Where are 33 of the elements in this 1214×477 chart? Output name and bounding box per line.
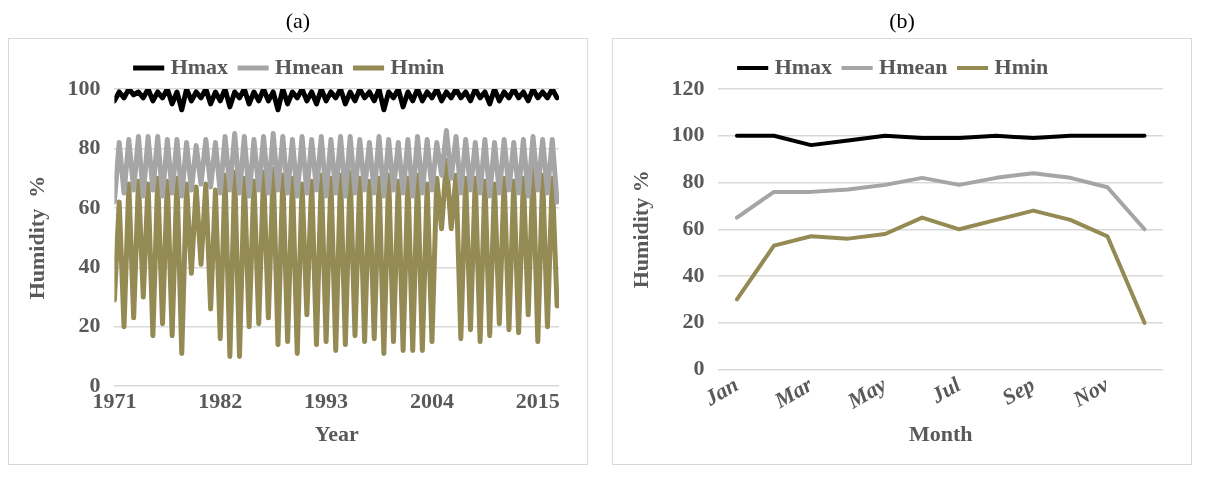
x-axis-title: Year bbox=[314, 421, 359, 447]
y-tick-label: 80 bbox=[78, 134, 101, 160]
x-tick-label: Sep bbox=[997, 371, 1039, 410]
y-tick-label: 20 bbox=[682, 308, 705, 334]
x-tick-label: 2004 bbox=[409, 388, 454, 414]
y-axis-title: Humidity % bbox=[627, 170, 653, 289]
y-tick-label: 40 bbox=[78, 253, 101, 279]
x-tick-label: May bbox=[842, 371, 891, 414]
y-tick-label: 80 bbox=[682, 168, 705, 194]
x-tick-label: 1982 bbox=[198, 388, 243, 414]
chart-title: (b) bbox=[889, 8, 915, 35]
y-tick-label: 100 bbox=[671, 121, 705, 147]
x-tick-label: Jul bbox=[925, 371, 966, 409]
legend-label: Hmin bbox=[390, 53, 445, 79]
legend-label: Hmean bbox=[879, 53, 948, 79]
y-axis-title: Humidity % bbox=[23, 175, 49, 300]
y-tick-label: 20 bbox=[78, 312, 101, 338]
x-axis-title: Month bbox=[908, 421, 973, 447]
legend-label: Hmax bbox=[170, 53, 229, 79]
y-tick-label: 60 bbox=[682, 214, 705, 240]
y-tick-label: 0 bbox=[693, 355, 705, 381]
x-tick-label: Nov bbox=[1067, 371, 1113, 413]
x-tick-label: 1993 bbox=[304, 388, 349, 414]
x-tick-label: Mar bbox=[769, 371, 817, 414]
y-tick-label: 60 bbox=[78, 193, 101, 219]
chart-title: (a) bbox=[285, 8, 311, 35]
legend-label: Hmin bbox=[994, 53, 1049, 79]
legend-label: Hmean bbox=[275, 53, 344, 79]
y-tick-label: 100 bbox=[67, 74, 101, 100]
legend-label: Hmax bbox=[774, 53, 833, 79]
y-tick-label: 120 bbox=[671, 74, 705, 100]
x-tick-label: 2015 bbox=[515, 388, 560, 414]
y-tick-label: 40 bbox=[682, 261, 705, 287]
